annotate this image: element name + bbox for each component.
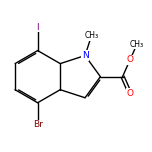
- Text: O: O: [127, 55, 134, 64]
- Text: I: I: [36, 23, 39, 32]
- Text: Br: Br: [33, 120, 43, 129]
- Text: N: N: [82, 51, 88, 60]
- Text: O: O: [127, 89, 134, 98]
- Text: CH₃: CH₃: [84, 31, 98, 40]
- Text: CH₃: CH₃: [130, 40, 144, 49]
